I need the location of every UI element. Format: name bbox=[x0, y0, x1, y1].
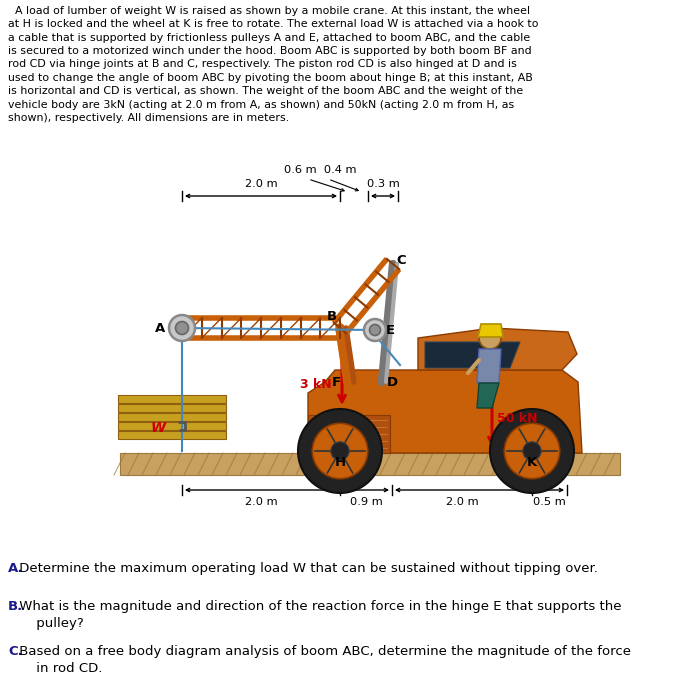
Polygon shape bbox=[478, 324, 503, 337]
Circle shape bbox=[370, 324, 381, 335]
Circle shape bbox=[331, 442, 349, 460]
Text: 2.0 m: 2.0 m bbox=[244, 179, 277, 189]
Text: 50 kN: 50 kN bbox=[497, 411, 537, 424]
Text: A load of lumber of weight W is raised as shown by a mobile crane. At this insta: A load of lumber of weight W is raised a… bbox=[8, 6, 539, 123]
Text: 3 kN: 3 kN bbox=[300, 379, 332, 391]
Text: B: B bbox=[327, 310, 337, 322]
Text: A.: A. bbox=[8, 562, 24, 575]
Circle shape bbox=[523, 442, 541, 460]
Bar bbox=[120, 453, 620, 475]
Polygon shape bbox=[308, 370, 582, 453]
Circle shape bbox=[313, 423, 368, 479]
Text: 2.0 m: 2.0 m bbox=[244, 497, 277, 507]
Text: H: H bbox=[334, 457, 345, 469]
Text: B.: B. bbox=[8, 600, 23, 613]
Circle shape bbox=[490, 409, 574, 493]
Circle shape bbox=[479, 327, 501, 349]
Text: E: E bbox=[385, 324, 394, 337]
Text: A: A bbox=[155, 322, 165, 335]
Text: Determine the maximum operating load W that can be sustained without tipping ove: Determine the maximum operating load W t… bbox=[15, 562, 598, 575]
Bar bbox=[118, 422, 226, 430]
Bar bbox=[308, 415, 390, 453]
Text: 0.6 m  0.4 m: 0.6 m 0.4 m bbox=[284, 165, 356, 175]
Text: 0.5 m: 0.5 m bbox=[533, 497, 566, 507]
Text: C: C bbox=[396, 255, 406, 268]
Text: 2.0 m: 2.0 m bbox=[445, 497, 478, 507]
Bar bbox=[118, 413, 226, 421]
Polygon shape bbox=[425, 342, 520, 368]
Text: K: K bbox=[527, 457, 537, 469]
Circle shape bbox=[504, 423, 560, 479]
Circle shape bbox=[298, 409, 382, 493]
Text: D: D bbox=[386, 375, 398, 388]
Text: 0.9 m: 0.9 m bbox=[349, 497, 382, 507]
Circle shape bbox=[176, 322, 189, 335]
Bar bbox=[118, 431, 226, 439]
Text: What is the magnitude and direction of the reaction force in the hinge E that su: What is the magnitude and direction of t… bbox=[15, 600, 621, 630]
Text: F: F bbox=[332, 375, 340, 388]
Text: W: W bbox=[151, 421, 166, 435]
Text: Based on a free body diagram analysis of boom ABC, determine the magnitude of th: Based on a free body diagram analysis of… bbox=[15, 645, 631, 675]
Bar bbox=[118, 404, 226, 412]
Circle shape bbox=[364, 319, 386, 341]
Polygon shape bbox=[418, 328, 577, 370]
Circle shape bbox=[169, 315, 195, 341]
Text: C.: C. bbox=[8, 645, 22, 658]
Text: 0.3 m: 0.3 m bbox=[366, 179, 399, 189]
Bar bbox=[118, 395, 226, 403]
Polygon shape bbox=[477, 349, 501, 383]
Polygon shape bbox=[477, 383, 499, 408]
